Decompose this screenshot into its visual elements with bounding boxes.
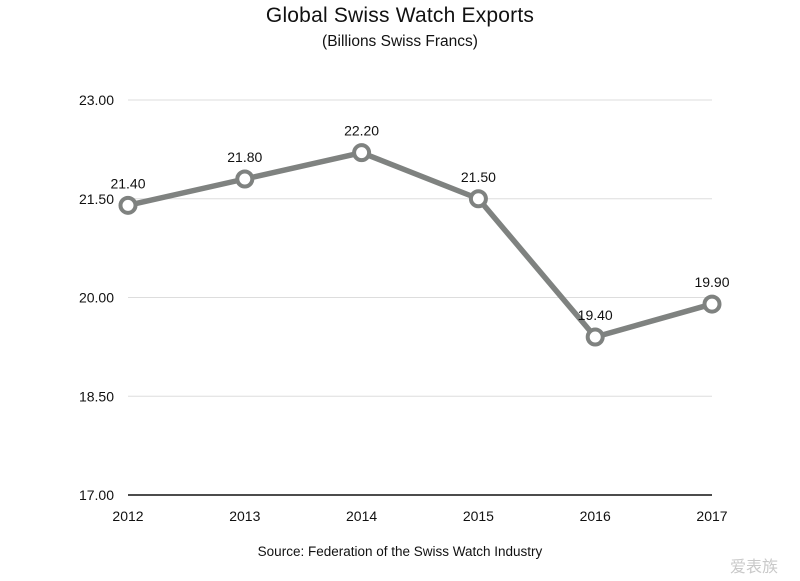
data-point — [118, 195, 138, 215]
data-point — [468, 189, 488, 209]
x-tick-label: 2016 — [580, 508, 611, 524]
data-label: 19.40 — [578, 307, 613, 323]
y-tick-label: 21.50 — [79, 191, 114, 207]
chart-subtitle: (Billions Swiss Francs) — [322, 33, 478, 50]
x-tick-label: 2015 — [463, 508, 494, 524]
axes: 17.00 18.50 20.00 21.50 23.00 2012 2013 2014 201… — [79, 92, 728, 524]
x-tick-label: 2017 — [696, 508, 727, 524]
x-tick-label: 2013 — [229, 508, 260, 524]
line-chart: 17.00 18.50 20.00 21.50 23.00 2012 2013 2014 201… — [79, 92, 730, 524]
series-line-path — [125, 149, 715, 340]
data-point — [235, 169, 255, 189]
data-point — [702, 294, 722, 314]
data-points — [118, 143, 722, 347]
x-tick-label: 2014 — [346, 508, 377, 524]
data-label: 21.50 — [461, 169, 496, 185]
data-label: 19.90 — [694, 274, 729, 290]
watermark-logo: 爱表族 — [729, 557, 778, 576]
data-labels: 21.40 21.80 22.20 21.50 19.40 19.90 — [110, 123, 729, 323]
source-note: Source: Federation of the Swiss Watch In… — [257, 544, 543, 559]
data-point — [585, 327, 605, 347]
chart-title: Global Swiss Watch Exports — [265, 4, 535, 27]
grid-lines — [128, 99, 712, 397]
x-tick-label: 2012 — [112, 508, 143, 524]
y-tick-label: 23.00 — [79, 92, 114, 108]
y-tick-label: 17.00 — [79, 487, 114, 503]
y-tick-label: 18.50 — [79, 388, 114, 404]
data-label: 21.40 — [110, 175, 145, 191]
data-point — [352, 143, 372, 163]
series-line — [125, 149, 715, 340]
data-label: 22.20 — [344, 123, 379, 139]
data-label: 21.80 — [227, 149, 262, 165]
y-tick-label: 20.00 — [79, 290, 114, 306]
